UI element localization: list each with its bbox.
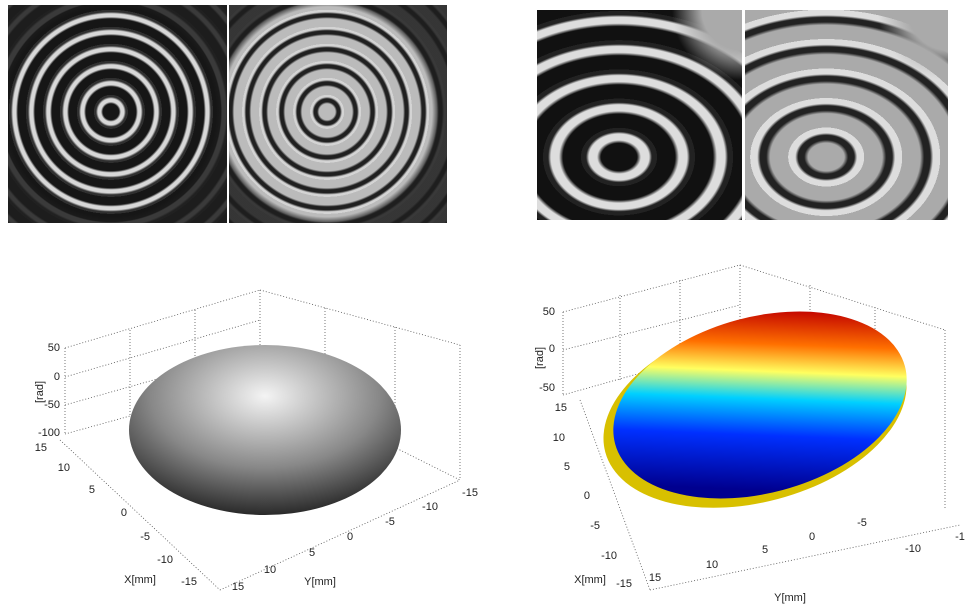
y-tick-label: -1: [955, 531, 965, 543]
y-tick-label: 0: [347, 531, 353, 543]
z-tick-label: 50: [48, 342, 60, 354]
y-tick-label: 15: [232, 581, 244, 593]
x-tick-label: -5: [590, 520, 600, 532]
x-axis-label: X[mm]: [574, 574, 606, 586]
x-tick-label: 0: [121, 507, 127, 519]
figure: 500-50-100151050-5-10-15151050-5-10-15[r…: [0, 0, 968, 607]
y-tick-label: 5: [762, 544, 768, 556]
z-tick-label: 50: [543, 306, 555, 318]
x-tick-label: -15: [181, 576, 197, 588]
x-tick-label: 5: [89, 484, 95, 496]
x-tick-label: 0: [584, 490, 590, 502]
y-tick-label: -10: [905, 543, 921, 555]
y-tick-label: 10: [264, 564, 276, 576]
x-tick-label: 5: [564, 461, 570, 473]
z-tick-label: -100: [38, 427, 60, 439]
x-tick-label: -10: [157, 554, 173, 566]
x-tick-label: 10: [58, 462, 70, 474]
x-tick-label: 10: [553, 432, 565, 444]
y-tick-label: -5: [385, 516, 395, 528]
y-tick-label: 15: [649, 572, 661, 584]
surface-plots: 500-50-100151050-5-10-15151050-5-10-15[r…: [0, 0, 968, 607]
y-tick-label: -10: [422, 501, 438, 513]
y-axis-label: Y[mm]: [774, 592, 806, 604]
y-tick-label: 5: [309, 547, 315, 559]
z-axis-label: [rad]: [534, 347, 546, 369]
x-tick-label: 15: [35, 442, 47, 454]
y-tick-label: 0: [809, 531, 815, 543]
z-tick-label: 0: [549, 343, 555, 355]
x-tick-label: -5: [140, 531, 150, 543]
z-axis-label: [rad]: [34, 381, 46, 403]
x-tick-label: -10: [601, 550, 617, 562]
x-tick-label: 15: [555, 402, 567, 414]
y-axis-label: Y[mm]: [304, 576, 336, 588]
z-tick-label: -50: [44, 399, 60, 411]
surface: [129, 345, 401, 515]
z-tick-label: 0: [54, 371, 60, 383]
y-tick-label: 10: [706, 559, 718, 571]
z-tick-label: -50: [539, 382, 555, 394]
y-tick-label: -15: [462, 487, 478, 499]
x-tick-label: -15: [616, 578, 632, 590]
x-axis-label: X[mm]: [124, 574, 156, 586]
y-tick-label: -5: [857, 517, 867, 529]
